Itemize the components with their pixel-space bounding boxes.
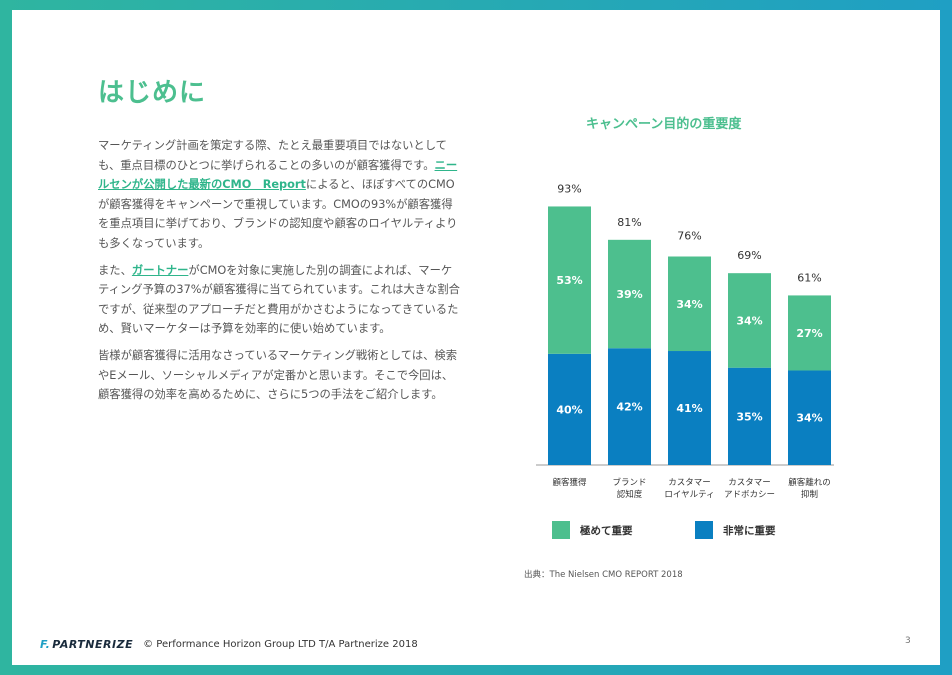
- bar-extremely-important-2: [668, 256, 711, 352]
- partnerize-logo: F. PARTNERIZE: [40, 638, 133, 651]
- bar-extremely-important-3: [728, 273, 771, 368]
- total-label-2: 76%: [677, 230, 701, 243]
- bar-very-important-4: [788, 370, 831, 465]
- legend-swatch-green: [552, 521, 570, 539]
- total-label-3: 69%: [737, 249, 761, 262]
- category-label-1-0: ブランド: [612, 477, 646, 488]
- nielsen-report-link[interactable]: ニールセンが公開した最新のCMO Report: [98, 158, 458, 192]
- total-label-0: 93%: [557, 182, 581, 195]
- data-label-very-important-0: 40%: [556, 403, 582, 416]
- source-note: 出典：The Nielsen CMO REPORT 2018: [524, 570, 683, 580]
- bar-extremely-important-0: [548, 206, 591, 354]
- document-page: はじめに マーケティング計画を策定する際、たとえ最重要項目ではないとしても、重点…: [12, 10, 940, 665]
- paragraph-2-text-a: また、: [98, 263, 132, 277]
- bar-extremely-important-4: [788, 295, 831, 371]
- data-label-extremely-important-3: 34%: [736, 314, 762, 327]
- legend-label-very-important: 非常に重要: [723, 524, 776, 537]
- category-label-1-1: 認知度: [617, 489, 643, 500]
- category-label-2-1: ロイヤルティ: [664, 490, 714, 500]
- category-label-0-0: 顧客獲得: [552, 477, 587, 488]
- category-label-3-0: カスタマー: [728, 478, 771, 488]
- bar-very-important-3: [728, 367, 771, 465]
- paragraph-2: また、ガートナーがCMOを対象に実施した別の調査によれば、マーケティング予算の3…: [98, 261, 460, 339]
- total-label-4: 61%: [797, 271, 821, 284]
- data-label-very-important-3: 35%: [736, 410, 762, 423]
- paragraph-1: マーケティング計画を策定する際、たとえ最重要項目ではないとしても、重点目標のひと…: [98, 136, 460, 254]
- chart-title: キャンペーン目的の重要度: [586, 117, 742, 132]
- bar-extremely-important-1: [608, 239, 651, 349]
- category-label-4-0: 顧客離れの: [788, 477, 831, 488]
- paragraph-1-text-b: によると、ほぼすべてのCMOが顧客獲得をキャンペーンで重視しています。CMOの9…: [98, 178, 458, 250]
- bar-very-important-0: [548, 353, 591, 465]
- intro-text: マーケティング計画を策定する際、たとえ最重要項目ではないとしても、重点目標のひと…: [98, 136, 460, 412]
- data-label-extremely-important-4: 27%: [796, 327, 822, 340]
- total-label-1: 81%: [617, 216, 641, 229]
- data-label-very-important-1: 42%: [616, 401, 642, 414]
- partnerize-logo-text: PARTNERIZE: [52, 638, 134, 651]
- legend-item-very-important: 非常に重要: [695, 521, 776, 539]
- data-label-extremely-important-1: 39%: [616, 288, 642, 301]
- data-label-extremely-important-0: 53%: [556, 274, 582, 287]
- data-label-very-important-2: 41%: [676, 402, 702, 415]
- gartner-link[interactable]: ガートナー: [131, 263, 189, 277]
- footer: F. PARTNERIZE © Performance Horizon Group…: [40, 638, 418, 651]
- paragraph-2-text-b: がCMOを対象に実施した別の調査によれば、マーケティング予算の37%が顧客獲得に…: [98, 263, 460, 336]
- category-label-3-1: アドボカシー: [724, 490, 775, 500]
- category-label-4-1: 抑制: [801, 489, 818, 500]
- legend-swatch-blue: [695, 521, 713, 539]
- bar-very-important-2: [668, 351, 711, 465]
- paragraph-1-text-a: マーケティング計画を策定する際、たとえ最重要項目ではないとしても、重点目標のひと…: [98, 139, 447, 172]
- bar-very-important-1: [608, 348, 651, 465]
- legend-item-extremely-important: 極めて重要: [552, 521, 633, 539]
- paragraph-3-text: 皆様が顧客獲得に活用なさっているマーケティング戦術としては、検索やEメール、ソー…: [98, 348, 458, 402]
- page-title: はじめに: [98, 78, 207, 108]
- page-number: 3: [905, 636, 911, 646]
- data-label-extremely-important-2: 34%: [676, 298, 702, 311]
- legend-label-extremely-important: 極めて重要: [580, 524, 633, 537]
- paragraph-3: 皆様が顧客獲得に活用なさっているマーケティング戦術としては、検索やEメール、ソー…: [98, 346, 460, 405]
- data-label-very-important-4: 34%: [796, 412, 822, 425]
- partnerize-logo-mark: F.: [40, 638, 51, 651]
- copyright-text: © Performance Horizon Group LTD T/A Part…: [143, 639, 418, 650]
- category-label-2-0: カスタマー: [668, 478, 711, 488]
